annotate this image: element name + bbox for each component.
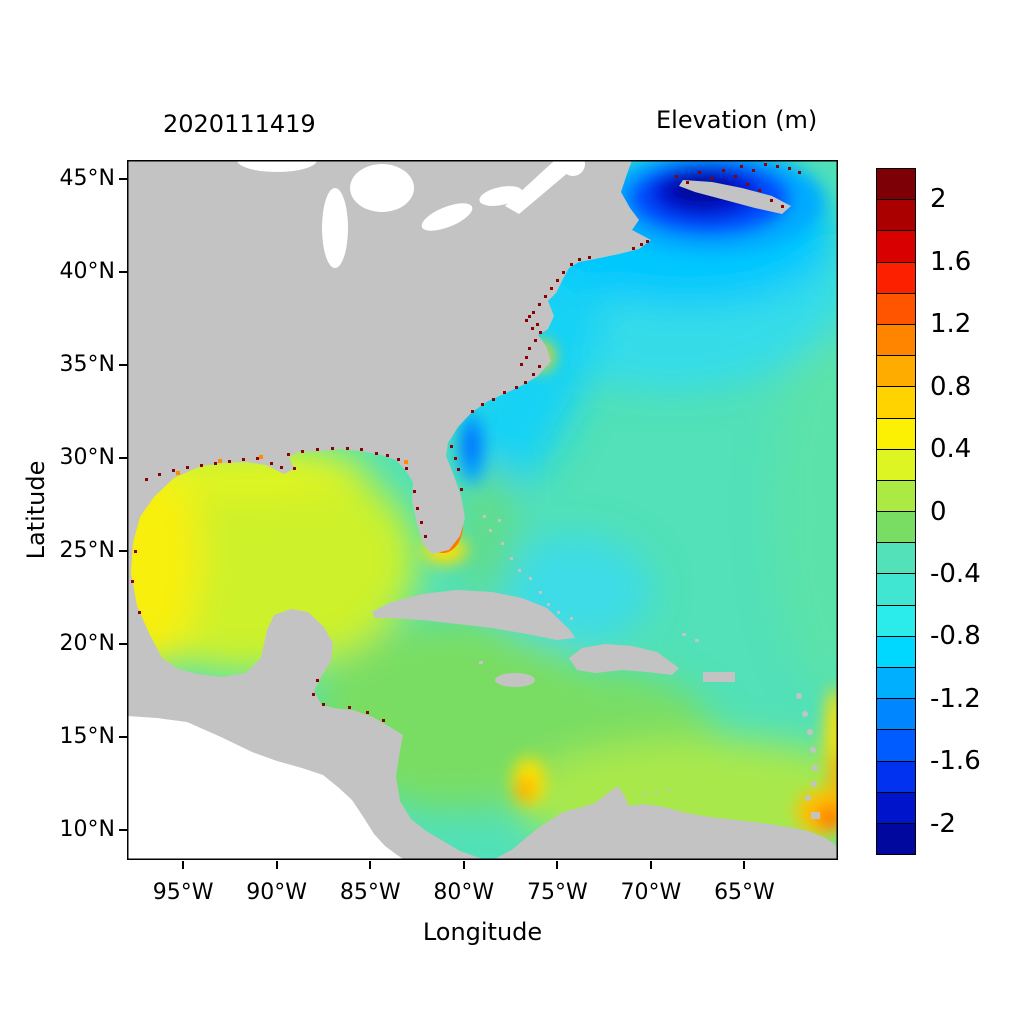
colorbar-tick-label: 0.8 <box>930 371 972 402</box>
x-tick-mark <box>743 861 746 869</box>
colorbar-segment <box>877 667 915 699</box>
y-tick-label: 45°N <box>59 165 115 191</box>
x-tick-label: 75°W <box>526 880 588 905</box>
colorbar-segment <box>877 199 915 231</box>
colorbar-tick-label: 0 <box>930 496 947 527</box>
colorbar-tick-label: 2 <box>930 184 947 215</box>
x-tick-label: 70°W <box>620 880 682 905</box>
colorbar-segment <box>877 386 915 418</box>
coastal-orange-speckles <box>176 455 408 475</box>
colorbar-tick-label: -1.2 <box>930 683 981 714</box>
x-tick-label: 85°W <box>339 880 401 905</box>
colorbar-segment <box>877 604 915 636</box>
y-tick-mark <box>119 736 127 739</box>
colorbar-tick-label: 1.6 <box>930 246 972 277</box>
colorbar-tick-label: -1.6 <box>930 746 981 777</box>
colorbar-segment <box>877 822 915 855</box>
lakes <box>237 160 585 268</box>
x-tick-mark <box>182 861 185 869</box>
y-tick-mark <box>119 549 127 552</box>
x-tick-label: 65°W <box>714 880 775 905</box>
land-islands <box>372 515 820 819</box>
y-tick-label: 15°N <box>59 724 115 750</box>
colorbar-segment <box>877 760 915 792</box>
map-plot <box>127 160 838 860</box>
x-tick-mark <box>462 861 465 869</box>
colorbar-segment <box>877 292 915 324</box>
colorbar-segment <box>877 261 915 293</box>
colorbar-tick-label: -0.4 <box>930 558 981 589</box>
colorbar <box>876 168 916 855</box>
colorbar-segment <box>877 230 915 262</box>
x-tick-mark <box>649 861 652 869</box>
y-tick-mark <box>119 177 127 180</box>
colorbar-title: Elevation (m) <box>656 106 818 134</box>
x-tick-mark <box>275 861 278 869</box>
colorbar-tick-label: 1.2 <box>930 309 972 340</box>
colorbar-segment <box>877 698 915 730</box>
colorbar-segment <box>877 511 915 543</box>
y-tick-mark <box>119 829 127 832</box>
colorbar-tick-label: 0.4 <box>930 434 972 465</box>
plot-frame <box>127 160 838 860</box>
x-tick-label: 95°W <box>152 880 214 905</box>
colorbar-segment <box>877 417 915 449</box>
colorbar-segment <box>877 542 915 574</box>
y-tick-mark <box>119 363 127 366</box>
no-data-pacific <box>127 716 405 860</box>
coastal-surge-speckles <box>131 163 801 722</box>
x-tick-mark <box>556 861 559 869</box>
land-nova-scotia <box>679 180 791 214</box>
colorbar-segment <box>877 323 915 356</box>
y-tick-label: 10°N <box>59 817 115 843</box>
y-tick-mark <box>119 456 127 459</box>
colorbar-segment <box>877 635 915 667</box>
colorbar-segment <box>877 169 915 200</box>
colorbar-segment <box>877 573 915 605</box>
y-tick-label: 20°N <box>59 631 115 657</box>
colorbar-tick-label: -0.8 <box>930 621 981 652</box>
x-tick-label: 80°W <box>433 880 495 905</box>
land-mainland <box>127 160 838 860</box>
colorbar-segment <box>877 355 915 387</box>
y-tick-mark <box>119 270 127 273</box>
x-tick-mark <box>369 861 372 869</box>
timestamp-title: 2020111419 <box>163 110 316 138</box>
y-tick-label: 30°N <box>59 444 115 470</box>
colorbar-segment <box>877 791 915 823</box>
colorbar-tick-label: -2 <box>930 808 956 839</box>
colorbar-segment <box>877 729 915 761</box>
y-tick-mark <box>119 643 127 646</box>
y-tick-label: 40°N <box>59 258 115 284</box>
x-tick-label: 90°W <box>246 880 308 905</box>
colorbar-segment <box>877 479 915 512</box>
y-tick-label: 25°N <box>59 537 115 563</box>
y-tick-label: 35°N <box>59 351 115 377</box>
x-axis-label: Longitude <box>422 918 543 946</box>
colorbar-segment <box>877 448 915 480</box>
